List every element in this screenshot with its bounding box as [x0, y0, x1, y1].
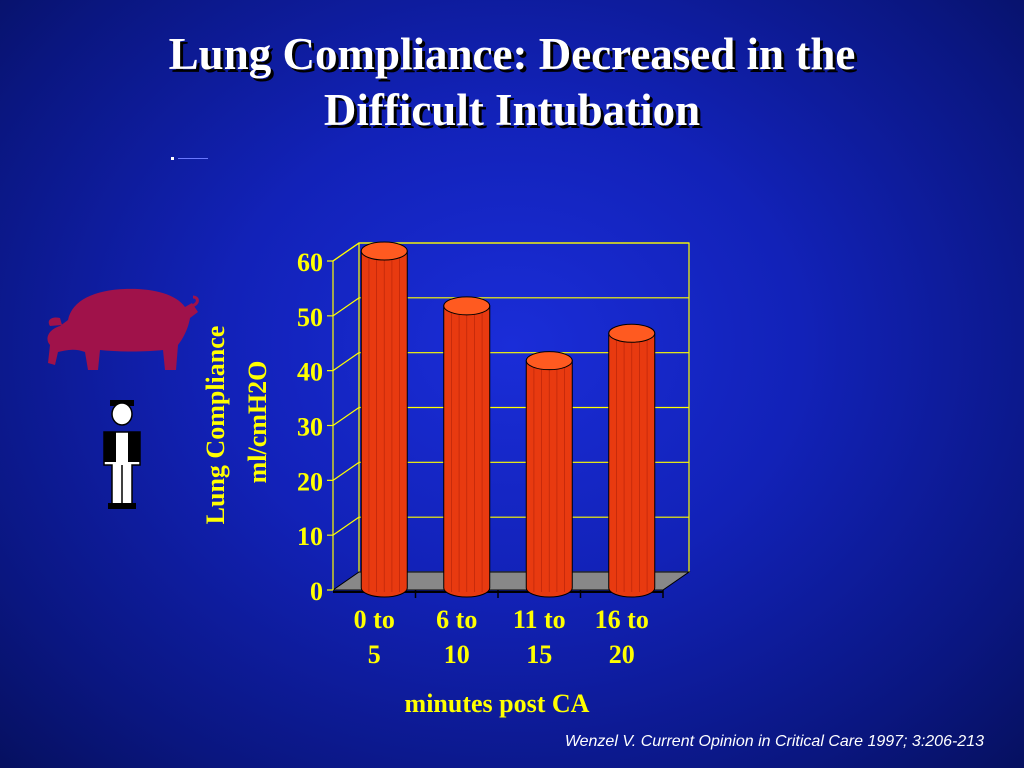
y-tick-label: 20 — [297, 467, 323, 496]
person-vest-left — [104, 432, 116, 462]
x-tick-label: 5 — [368, 640, 381, 669]
x-tick-label: 11 to — [513, 605, 566, 634]
bar-top — [360, 241, 408, 261]
person-feet — [108, 503, 136, 509]
pig-snout — [48, 317, 62, 326]
title-line-1: Lung Compliance: Decreased in the — [168, 29, 856, 79]
citation: Wenzel V. Current Opinion in Critical Ca… — [564, 733, 984, 750]
y-tick-label: 40 — [297, 358, 323, 387]
y-tick-label: 30 — [297, 413, 323, 442]
pig-tail — [191, 295, 199, 308]
y-tick-label: 10 — [297, 522, 323, 551]
x-tick-label: 0 to — [354, 605, 395, 634]
y-axis-top-edge — [332, 242, 360, 262]
person-icon — [103, 400, 141, 509]
pig-icon — [47, 288, 199, 370]
gridline-side — [332, 352, 360, 372]
bar-top — [443, 296, 491, 316]
y-axis-label-line2: ml/cmH2O — [243, 361, 272, 484]
pig-body — [47, 288, 198, 370]
bar-top — [608, 323, 656, 343]
gridline-side — [332, 516, 360, 536]
gridline-side — [332, 407, 360, 426]
person-head — [111, 402, 133, 426]
y-axis-label-line1: Lung Compliance — [201, 326, 230, 525]
y-tick-label: 60 — [297, 248, 323, 277]
title-line-2: Difficult Intubation — [323, 85, 701, 135]
bar-top — [525, 351, 573, 371]
plot-area: 0 10 20 30 40 50 60 0 to 5 6 to 10 11 to 15 16 to 20 — [297, 241, 691, 669]
x-axis-label: minutes post CA — [405, 689, 590, 718]
decorative-dot — [171, 157, 174, 160]
x-tick-label: 6 to — [436, 605, 477, 634]
y-tick-label: 50 — [297, 303, 323, 332]
decorative-dash — [178, 158, 208, 159]
person-vest-right — [128, 432, 140, 462]
x-tick-label: 16 to — [595, 605, 649, 634]
slide-title: Lung Compliance: Decreased in the Diffic… — [0, 26, 1024, 138]
x-tick-label: 15 — [526, 640, 552, 669]
x-tick-label: 20 — [609, 640, 635, 669]
y-tick-label: 0 — [310, 577, 323, 606]
x-tick-label: 10 — [444, 640, 470, 669]
gridline-side — [332, 297, 360, 317]
gridline-side — [332, 461, 360, 481]
